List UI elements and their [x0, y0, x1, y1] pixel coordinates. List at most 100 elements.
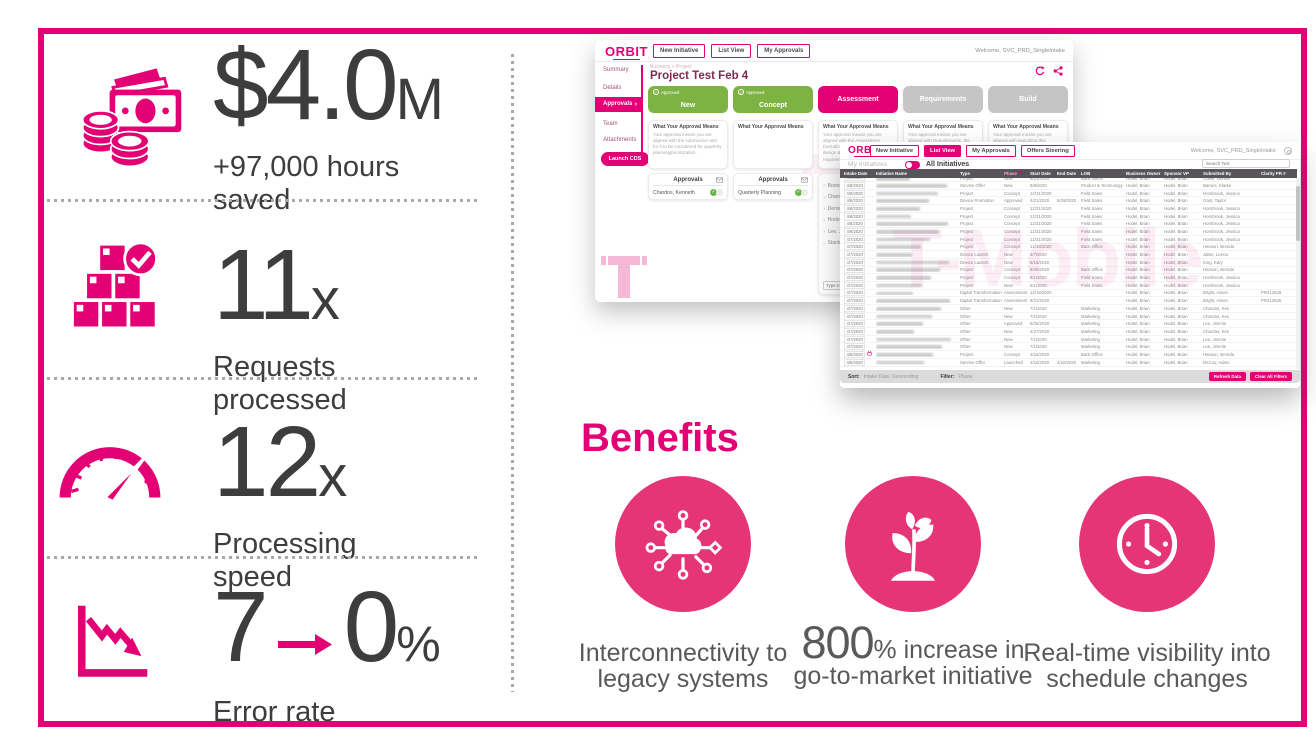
table-row[interactable]: 4/7/2020 Other New 7/1/2020 Marketing Hodel, …	[840, 343, 1297, 352]
remove-icon[interactable]: ×	[823, 217, 826, 223]
table-row[interactable]: 4/8/2020 Project Concept 12/31/2020 Field Sa…	[840, 220, 1297, 229]
table-row[interactable]: 4/7/2020 Project New 5/1/2020 Field Sales Hod…	[840, 281, 1297, 290]
column-header[interactable]: LOB	[1081, 170, 1091, 176]
table-row[interactable]: 4/8/2020 Service Offer New 9/8/2020 Product …	[840, 182, 1297, 190]
approver-list-item[interactable]: × Denise L	[823, 205, 848, 212]
table-row[interactable]: 4/7/2020 Project Concept 9/30/2020 Back Offi…	[840, 266, 1297, 275]
approver-list-item[interactable]: × Hodel, Br	[823, 217, 849, 223]
table-row[interactable]: 4/8/2020 Project Concept 12/31/2020 Field Sa…	[840, 205, 1297, 213]
table-row[interactable]: 4/7/2020 Digital Transformation Assessment…	[840, 289, 1297, 298]
approver-list-item[interactable]: × Chardos,	[823, 194, 848, 200]
nav-list-view[interactable]: List View	[711, 44, 752, 58]
remove-icon[interactable]: ×	[823, 183, 826, 188]
table-row[interactable]: 4/7/2020 Device Launch New 4/7/2020 Hodel, B…	[840, 251, 1297, 259]
arrow-right-icon	[277, 634, 332, 655]
share-icon[interactable]	[1053, 66, 1063, 76]
table-row[interactable]: 4/8/2020 Project Concept 12/31/2020 Field Sa…	[840, 212, 1297, 221]
tmobile-logo	[601, 256, 647, 298]
approver-list-item[interactable]: × Boone, Ir	[823, 182, 848, 189]
table-row[interactable]: 4/6/2020 Project Concept 4/15/2020 Back Offi…	[840, 351, 1297, 359]
dotted-vertical-divider	[511, 54, 514, 692]
refresh-data-button[interactable]: Refresh Data	[1208, 372, 1246, 381]
column-header[interactable]: Sponsor VP	[1164, 170, 1189, 176]
column-header[interactable]: Phase	[1004, 170, 1030, 176]
redacted-initiative-name	[876, 345, 942, 349]
stage-concept[interactable]: Approved Concept	[733, 86, 813, 113]
redacted-initiative-name	[876, 337, 951, 342]
front-window-header: ORBIT New Initiative List View My Approv…	[840, 142, 1300, 160]
nav-my-approvals[interactable]: My Approvals	[757, 44, 811, 58]
table-row[interactable]: 4/8/2020 Device Promotion Approved 4/21/202…	[840, 197, 1297, 206]
table-row[interactable]: 4/7/2020 Device Launch New 6/15/2020 Hodel, …	[840, 258, 1297, 267]
remove-icon[interactable]: ×	[823, 240, 826, 246]
column-header[interactable]: Clarity PR #	[1261, 170, 1286, 176]
initiatives-toggle[interactable]	[905, 161, 920, 169]
table-row[interactable]: 4/6/2020 Service Offer Launched 4/10/2020 4/…	[840, 358, 1297, 367]
column-header[interactable]: Intake Date	[844, 170, 868, 176]
nav-my-approvals[interactable]: My Approvals	[966, 145, 1016, 157]
sidebar-item-team[interactable]: Team	[603, 121, 618, 127]
breadcrumb[interactable]: Business > Project	[650, 64, 692, 70]
table-scrollbar[interactable]	[1296, 178, 1300, 369]
approval-toggle[interactable]	[795, 189, 808, 196]
table-row[interactable]: 4/7/2020 Project Concept 8/1/2020 Field Sale…	[840, 274, 1297, 282]
table-row[interactable]: 4/7/2020 Other New 7/1/2020 Marketing Hodel, …	[840, 335, 1297, 344]
approver-list-item[interactable]: × Stanley, J	[823, 240, 850, 246]
remove-icon[interactable]: ×	[823, 229, 826, 234]
nav-new-initiative[interactable]: New Initiative	[653, 44, 706, 58]
table-row[interactable]: 4/7/2020 Project Concept 12/18/2020 Back Off…	[840, 243, 1297, 252]
search-input[interactable]	[1202, 159, 1290, 168]
remove-icon[interactable]: ×	[823, 194, 826, 200]
sidebar-item-attachments[interactable]: Attachments	[603, 137, 637, 143]
approval-means-card: What Your Approval Means	[733, 120, 813, 169]
table-row[interactable]: 4/8/2020 Project Concept 12/31/2020 Field Sa…	[840, 189, 1297, 198]
redacted-initiative-name	[876, 306, 941, 311]
launch-cds-button[interactable]: Launch CDS	[601, 152, 649, 166]
clear-all-filters-button[interactable]: Clear All Filters	[1249, 372, 1292, 381]
table-row[interactable]: 4/7/2020 Other New 7/1/2020 Marketing Hodel, …	[840, 312, 1297, 321]
redacted-initiative-name	[876, 353, 933, 357]
envelope-icon[interactable]	[716, 177, 723, 183]
approved-badge: Approved	[653, 89, 679, 95]
column-header[interactable]: Business Owner	[1126, 170, 1161, 176]
approver-list-item[interactable]: × Lee, Jim	[823, 228, 847, 235]
speed-value: 12 x	[213, 406, 347, 518]
redacted-initiative-name	[876, 276, 931, 280]
table-row[interactable]: 4/8/2020 Project Concept 12/31/2020 Field Sa…	[840, 228, 1297, 236]
redacted-initiative-name	[876, 191, 938, 196]
redacted-initiative-name	[876, 322, 923, 326]
scrollbar-thumb[interactable]	[1296, 186, 1300, 241]
column-header[interactable]: Type	[960, 170, 970, 176]
table-row[interactable]: 4/8/2020 Project New 9/21/2020 Back Office Ho…	[840, 177, 1297, 182]
column-header[interactable]: Submitted By	[1203, 170, 1232, 176]
refresh-icon[interactable]	[1035, 66, 1045, 76]
approval-toggle[interactable]	[710, 189, 723, 196]
stage-requirements[interactable]: Requirements	[903, 86, 983, 113]
redacted-initiative-name	[876, 299, 950, 303]
welcome-text: Welcome, SVC_PRD_SingleIntake	[975, 48, 1065, 54]
column-header[interactable]: Start Date	[1030, 170, 1051, 176]
nav-list-view[interactable]: List View	[924, 145, 962, 157]
table-row[interactable]: 4/7/2020 Digital Transformation Assessment…	[840, 297, 1297, 305]
sidebar-item-details[interactable]: Details	[603, 85, 622, 91]
sidebar-item-approvals[interactable]: Approvals	[595, 97, 641, 112]
all-initiatives-label: All Initiatives	[926, 160, 970, 168]
column-header[interactable]: End Date	[1057, 170, 1077, 176]
column-header[interactable]: Initiative Name	[876, 170, 907, 176]
table-row[interactable]: 4/7/2020 Other New 7/1/2020 Marketing Hodel, …	[840, 305, 1297, 313]
table-row[interactable]: 4/7/2020 Project Concept 12/31/2020 Field Sa…	[840, 235, 1297, 244]
stage-new[interactable]: Approved New	[648, 86, 728, 113]
table-row[interactable]: 4/7/2020 Other New 4/27/2020 Marketing Hodel,…	[840, 328, 1297, 336]
stage-build[interactable]: Build	[988, 86, 1068, 113]
remove-icon[interactable]: ×	[823, 206, 826, 211]
plant-growth-icon	[890, 511, 936, 581]
back-window-nav: New Initiative List View My Approvals	[653, 44, 811, 58]
sidebar-item-summary[interactable]: Summary	[603, 67, 629, 73]
nav-offers-steering[interactable]: Offers Steering	[1020, 145, 1075, 157]
nav-new-initiative[interactable]: New Initiative	[870, 145, 920, 157]
envelope-icon[interactable]	[801, 177, 808, 183]
filter-value: Phase	[958, 373, 973, 380]
stage-assessment[interactable]: Assessment	[818, 86, 898, 113]
gear-icon[interactable]	[1284, 147, 1292, 155]
table-row[interactable]: 4/7/2020 Other Approved 5/25/2020 Marketing H…	[840, 320, 1297, 329]
